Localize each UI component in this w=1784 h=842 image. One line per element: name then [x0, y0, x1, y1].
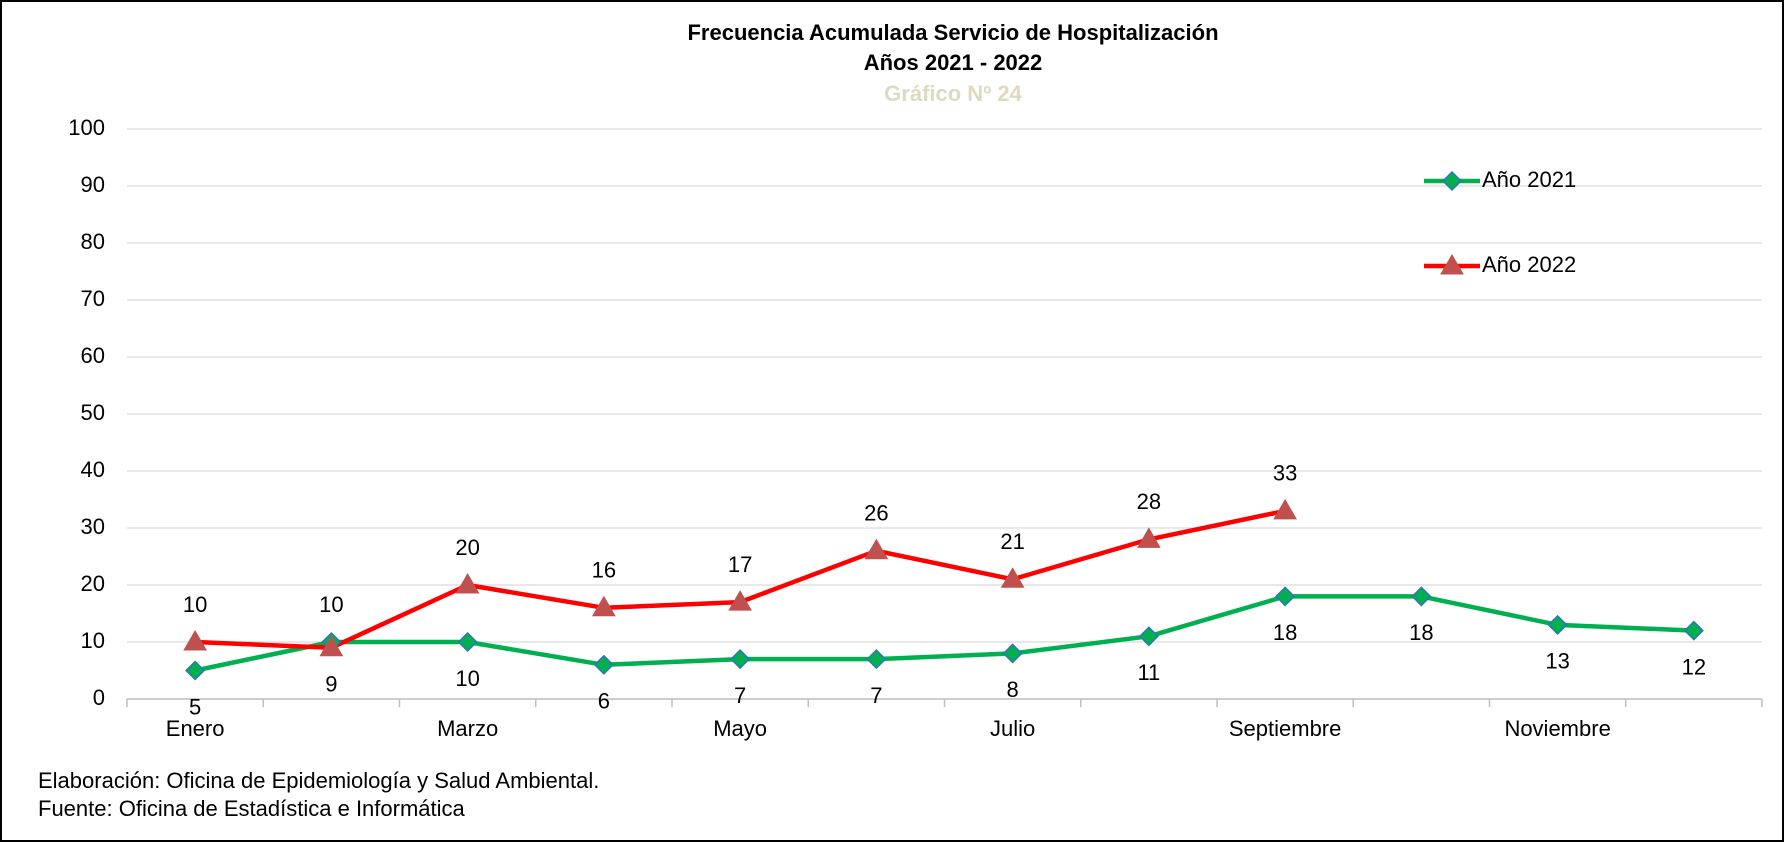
series-line	[194, 594, 1694, 673]
data-label: 28	[1137, 489, 1161, 514]
marker	[455, 573, 480, 594]
chart-title: Frecuencia Acumulada Servicio de Hospita…	[687, 20, 1218, 45]
y-tick-label: 100	[68, 115, 105, 140]
data-label: 18	[1409, 620, 1433, 645]
note: Elaboración: Oficina de Epidemiología y …	[38, 768, 599, 793]
y-tick-label: 40	[81, 457, 105, 482]
data-label: 17	[728, 552, 752, 577]
y-tick-label: 10	[81, 628, 105, 653]
x-tick-label: Marzo	[437, 716, 498, 741]
y-tick-label: 50	[81, 400, 105, 425]
legend-label: Año 2022	[1482, 252, 1576, 277]
data-label: 21	[1000, 529, 1024, 554]
marker	[592, 595, 616, 617]
y-tick-label: 80	[81, 229, 105, 254]
chart-number: Gráfico Nº 24	[884, 81, 1022, 106]
marker	[1275, 586, 1296, 607]
data-label: 7	[734, 683, 746, 708]
data-label: 11	[1137, 660, 1160, 685]
marker	[457, 631, 478, 653]
x-tick-label: Julio	[990, 716, 1035, 741]
marker	[1441, 170, 1463, 192]
marker	[183, 630, 207, 651]
data-label: 10	[319, 592, 343, 617]
marker	[1440, 254, 1464, 275]
data-label: 6	[598, 689, 610, 714]
x-tick-label: Noviembre	[1504, 716, 1610, 741]
marker	[728, 590, 752, 611]
marker	[593, 654, 614, 675]
x-tick-label: Mayo	[713, 716, 767, 741]
x-tick-label: Enero	[166, 716, 225, 741]
y-tick-label: 20	[81, 571, 105, 596]
data-label: 16	[592, 558, 616, 583]
marker	[1273, 498, 1297, 520]
data-label: 10	[183, 592, 207, 617]
marker	[319, 635, 344, 657]
marker	[1002, 643, 1023, 664]
data-label: 5	[189, 694, 201, 719]
y-tick-label: 60	[81, 343, 105, 368]
data-label: 13	[1545, 649, 1569, 674]
data-label: 10	[455, 666, 479, 691]
data-label: 7	[870, 683, 882, 708]
data-label: 8	[1007, 677, 1019, 702]
legend-label: Año 2021	[1482, 167, 1576, 192]
y-tick-label: 30	[81, 514, 105, 539]
marker	[1137, 527, 1161, 548]
marker	[1000, 567, 1025, 588]
data-label: 9	[325, 672, 337, 697]
marker	[864, 538, 889, 560]
marker	[185, 660, 206, 681]
data-label: 12	[1682, 654, 1706, 679]
x-tick-label: Septiembre	[1229, 716, 1342, 741]
marker	[1411, 586, 1432, 607]
note: Fuente: Oficina de Estadística e Informá…	[38, 796, 466, 821]
marker	[1138, 626, 1159, 647]
data-label: 20	[455, 535, 479, 560]
marker	[866, 649, 887, 670]
data-label: 33	[1273, 461, 1297, 486]
data-label: 26	[864, 501, 888, 526]
marker	[1683, 620, 1704, 641]
y-tick-label: 70	[81, 286, 105, 311]
data-label: 18	[1273, 620, 1297, 645]
y-tick-label: 90	[81, 172, 105, 197]
marker	[1547, 614, 1568, 635]
y-tick-label: 0	[93, 685, 105, 710]
chart-subtitle: Años 2021 - 2022	[864, 50, 1043, 75]
marker	[730, 649, 751, 670]
